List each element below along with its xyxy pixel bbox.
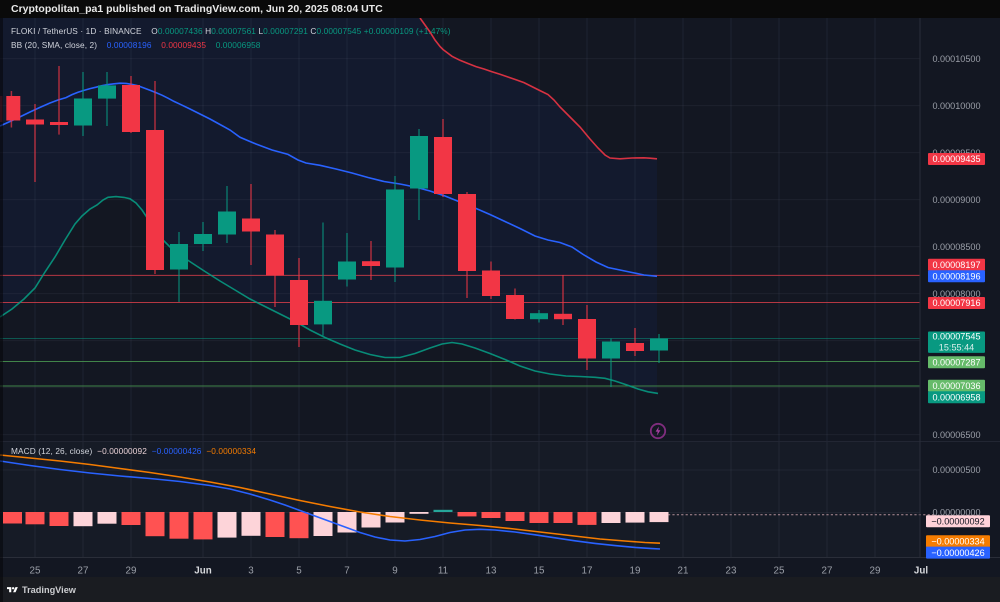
svg-text:0.00008196: 0.00008196 bbox=[932, 272, 980, 282]
svg-text:0.00009435: 0.00009435 bbox=[932, 154, 980, 164]
svg-text:0.00009000: 0.00009000 bbox=[932, 195, 980, 205]
svg-text:0.00009500: 0.00009500 bbox=[932, 148, 980, 158]
svg-text:0.00006500: 0.00006500 bbox=[932, 430, 980, 440]
svg-text:5: 5 bbox=[296, 566, 302, 577]
svg-text:0.00007287: 0.00007287 bbox=[932, 357, 980, 367]
svg-text:13: 13 bbox=[486, 566, 497, 577]
svg-text:27: 27 bbox=[822, 566, 833, 577]
svg-text:21: 21 bbox=[678, 566, 689, 577]
svg-text:23: 23 bbox=[726, 566, 737, 577]
svg-text:17: 17 bbox=[582, 566, 593, 577]
svg-text:0.00000500: 0.00000500 bbox=[932, 465, 980, 475]
svg-text:0.00000000: 0.00000000 bbox=[932, 508, 980, 518]
svg-text:25: 25 bbox=[774, 566, 785, 577]
svg-text:3: 3 bbox=[248, 566, 254, 577]
svg-text:27: 27 bbox=[78, 566, 89, 577]
svg-text:−0.00000426: −0.00000426 bbox=[931, 548, 984, 558]
svg-text:29: 29 bbox=[870, 566, 881, 577]
svg-text:Jul: Jul bbox=[914, 566, 928, 577]
svg-text:Jun: Jun bbox=[194, 566, 211, 577]
svg-text:15:55:44: 15:55:44 bbox=[939, 343, 974, 353]
svg-text:0.00008000: 0.00008000 bbox=[932, 289, 980, 299]
svg-text:−0.00000334: −0.00000334 bbox=[931, 536, 984, 546]
svg-text:0.00007916: 0.00007916 bbox=[932, 298, 980, 308]
svg-text:0.00007036: 0.00007036 bbox=[932, 381, 980, 391]
svg-text:0.00008197: 0.00008197 bbox=[932, 260, 980, 270]
svg-text:−0.00000092: −0.00000092 bbox=[931, 516, 984, 526]
svg-text:19: 19 bbox=[630, 566, 641, 577]
svg-text:0.00006958: 0.00006958 bbox=[932, 392, 980, 402]
svg-text:0.00010000: 0.00010000 bbox=[932, 101, 980, 111]
svg-text:29: 29 bbox=[126, 566, 137, 577]
svg-text:7: 7 bbox=[344, 566, 349, 577]
svg-text:15: 15 bbox=[534, 566, 545, 577]
svg-text:11: 11 bbox=[438, 566, 448, 577]
svg-text:9: 9 bbox=[392, 566, 397, 577]
svg-text:25: 25 bbox=[30, 566, 41, 577]
svg-text:0.00008500: 0.00008500 bbox=[932, 242, 980, 252]
svg-text:0.00007545: 0.00007545 bbox=[932, 332, 980, 342]
svg-text:0.00010500: 0.00010500 bbox=[932, 54, 980, 64]
